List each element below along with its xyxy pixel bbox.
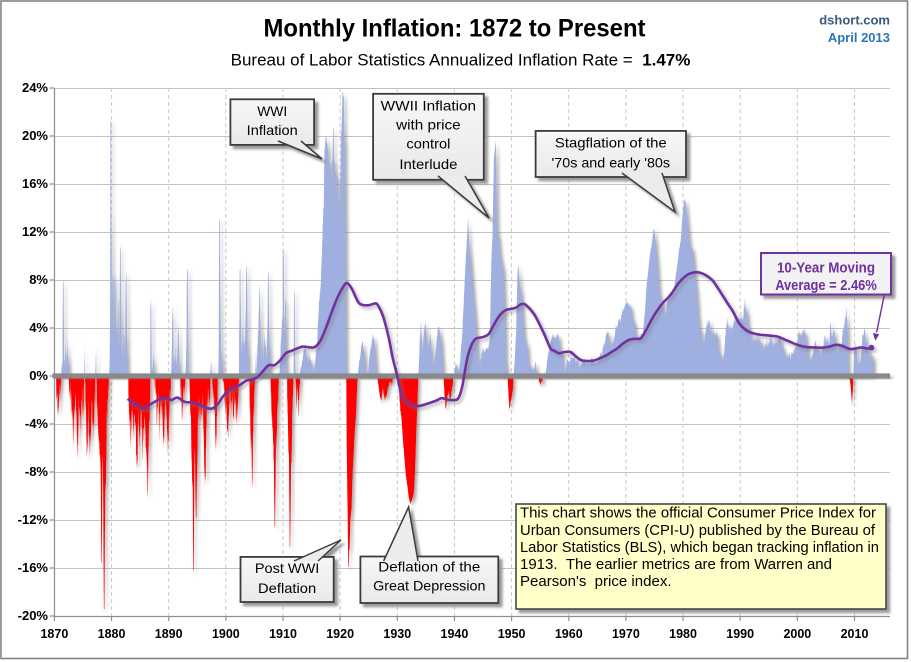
svg-text:dshort.com: dshort.com (819, 13, 890, 28)
svg-text:16%: 16% (22, 176, 48, 191)
svg-text:Urban Consumers (CPI-U) publis: Urban Consumers (CPI-U) published by the… (520, 523, 876, 539)
svg-text:1970: 1970 (612, 627, 640, 641)
svg-text:Interlude: Interlude (399, 156, 457, 172)
svg-text:2010: 2010 (841, 627, 869, 641)
svg-text:-20%: -20% (18, 608, 49, 623)
svg-text:2000: 2000 (783, 627, 811, 641)
svg-text:1880: 1880 (98, 627, 126, 641)
svg-text:8%: 8% (29, 272, 48, 287)
svg-text:Average = 2.46%: Average = 2.46% (775, 278, 877, 294)
svg-text:control: control (406, 135, 450, 151)
svg-text:1930: 1930 (383, 627, 411, 641)
svg-text:This chart shows the official: This chart shows the official Consumer P… (520, 506, 876, 522)
svg-text:1910: 1910 (269, 627, 297, 641)
svg-text:Inflation: Inflation (247, 122, 298, 138)
svg-text:24%: 24% (22, 80, 48, 95)
svg-text:20%: 20% (22, 128, 48, 143)
svg-text:1900: 1900 (212, 627, 240, 641)
svg-text:with price: with price (395, 116, 461, 132)
svg-text:Stagflation of the: Stagflation of the (555, 134, 667, 150)
svg-text:Bureau of Labor Statistics Ann: Bureau of Labor Statistics Annualized In… (231, 51, 691, 70)
svg-text:Pearson's price index.: Pearson's price index. (520, 574, 672, 590)
svg-text:1980: 1980 (669, 627, 697, 641)
svg-text:WWII Inflation: WWII Inflation (381, 97, 476, 113)
svg-text:1950: 1950 (498, 627, 526, 641)
svg-text:-12%: -12% (18, 512, 49, 527)
svg-text:'70s and early '80s: '70s and early '80s (552, 155, 671, 171)
svg-text:Monthly Inflation: 1872 to Pre: Monthly Inflation: 1872 to Present (264, 15, 647, 43)
svg-text:1890: 1890 (155, 627, 183, 641)
svg-text:1913. The earlier metrics are: 1913. The earlier metrics are from Warre… (520, 557, 832, 573)
svg-text:Deflation of the: Deflation of the (378, 559, 480, 575)
svg-text:0%: 0% (29, 368, 48, 383)
svg-text:1920: 1920 (326, 627, 354, 641)
svg-text:Labor Statistics (BLS), which: Labor Statistics (BLS), which began trac… (520, 540, 879, 556)
svg-text:Post WWI: Post WWI (255, 560, 320, 576)
svg-text:Deflation: Deflation (258, 580, 316, 596)
svg-text:10-Year Moving: 10-Year Moving (777, 261, 875, 277)
svg-text:1940: 1940 (441, 627, 469, 641)
svg-text:1960: 1960 (555, 627, 583, 641)
svg-text:1870: 1870 (40, 627, 68, 641)
svg-text:WWI: WWI (257, 103, 287, 119)
svg-text:4%: 4% (29, 320, 48, 335)
svg-text:Great Depression: Great Depression (373, 578, 485, 594)
svg-text:-8%: -8% (25, 464, 49, 479)
svg-text:-16%: -16% (18, 560, 49, 575)
svg-text:April 2013: April 2013 (828, 30, 890, 45)
svg-text:-4%: -4% (25, 416, 49, 431)
svg-text:1990: 1990 (726, 627, 754, 641)
svg-text:12%: 12% (22, 224, 48, 239)
